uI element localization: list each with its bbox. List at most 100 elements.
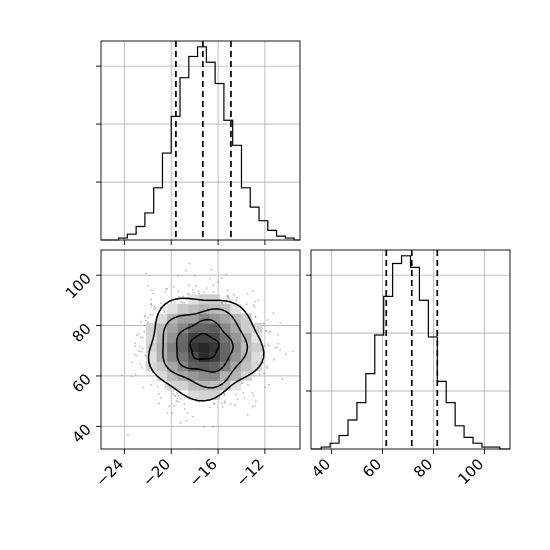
sample-point: [221, 406, 224, 409]
sample-point: [254, 405, 256, 407]
sample-point: [165, 287, 167, 290]
density-cell: [188, 390, 200, 401]
sample-point: [276, 346, 278, 349]
sample-point: [194, 285, 197, 288]
sample-point: [227, 294, 229, 297]
sample-point: [245, 303, 248, 305]
sample-point: [131, 361, 133, 364]
x-tick-label: −16: [186, 455, 221, 490]
y-tick-label: 80: [69, 320, 95, 346]
y-tick-label: 40: [69, 420, 95, 446]
sample-point: [232, 293, 235, 296]
sample-point: [193, 291, 195, 294]
sample-point: [150, 289, 153, 291]
density-cell: [209, 390, 221, 401]
sample-point: [266, 319, 269, 321]
sample-point: [223, 394, 226, 397]
x-tick-label: 60: [359, 455, 385, 481]
sample-point: [274, 347, 277, 349]
x-tick-label: −20: [139, 455, 174, 490]
sample-point: [230, 403, 232, 405]
density-cell: [156, 351, 168, 362]
sample-point: [156, 385, 159, 388]
histogram-panel-y: 40 60 80 100: [306, 249, 511, 488]
density-cell: [167, 361, 179, 372]
contour-line: [175, 318, 234, 373]
density-cell: [198, 380, 210, 391]
sample-point: [150, 298, 153, 301]
density-cell: [177, 342, 189, 353]
density-cell: [240, 313, 252, 324]
contour-line: [147, 297, 265, 402]
density-cell: [209, 351, 221, 362]
sample-point: [173, 301, 176, 304]
density-cell: [177, 332, 189, 343]
density-cell: [240, 361, 252, 372]
sample-point: [139, 336, 142, 339]
sample-point: [197, 290, 200, 293]
density-cell: [209, 313, 221, 324]
sample-point: [133, 342, 136, 345]
sample-point: [159, 302, 162, 305]
density-cell: [188, 323, 200, 334]
contour-line: [189, 332, 220, 361]
sample-point: [217, 280, 219, 283]
density-cell: [219, 332, 231, 343]
density-cell: [156, 323, 168, 334]
sample-point: [173, 405, 176, 407]
sample-point: [165, 385, 167, 388]
sample-point: [175, 399, 178, 402]
sample-point: [203, 426, 206, 428]
sample-point: [179, 421, 182, 424]
sample-point: [153, 305, 156, 308]
sample-point: [279, 349, 282, 352]
density-cell: [198, 351, 210, 362]
panel-frame: [100, 249, 301, 450]
sample-point: [236, 397, 239, 400]
sample-point: [141, 347, 144, 350]
sample-point: [152, 292, 155, 295]
sample-point: [179, 398, 182, 400]
density-cell: [240, 342, 252, 353]
sample-point: [157, 402, 160, 405]
sample-point: [143, 330, 146, 333]
sample-point: [130, 375, 133, 378]
sample-point: [254, 315, 257, 318]
sample-point: [273, 358, 275, 361]
sample-point: [150, 303, 152, 305]
sample-point: [266, 343, 269, 345]
density-cell: [230, 313, 242, 324]
sample-point: [242, 392, 245, 394]
sample-point: [252, 303, 255, 306]
sample-point: [147, 284, 150, 287]
density-cell: [230, 323, 242, 334]
sample-point: [137, 350, 140, 352]
sample-point: [252, 290, 254, 293]
density-cell: [219, 313, 231, 324]
density-cell: [209, 342, 221, 353]
sample-point: [228, 299, 231, 301]
density-cell: [219, 342, 231, 353]
sample-point: [213, 403, 216, 405]
density-cell: [209, 294, 221, 305]
sample-point: [145, 272, 148, 275]
sample-point: [257, 299, 260, 302]
sample-point: [258, 373, 261, 376]
density-cell: [209, 370, 221, 381]
sample-point: [177, 400, 180, 403]
sample-point: [253, 300, 256, 303]
density-cell: [177, 380, 189, 391]
sample-point: [182, 295, 184, 298]
x-tick-label: −12: [233, 455, 268, 490]
sample-point: [150, 384, 153, 386]
sample-point: [83, 407, 85, 409]
density-cell: [156, 313, 168, 324]
sample-point: [251, 405, 254, 408]
sample-point: [164, 306, 167, 309]
x-tick-label: 100: [454, 455, 487, 488]
sample-point: [136, 334, 138, 337]
density-cell: [198, 370, 210, 381]
density-cell: [156, 332, 168, 343]
density-cell: [146, 332, 158, 343]
density-cell: [146, 361, 158, 372]
